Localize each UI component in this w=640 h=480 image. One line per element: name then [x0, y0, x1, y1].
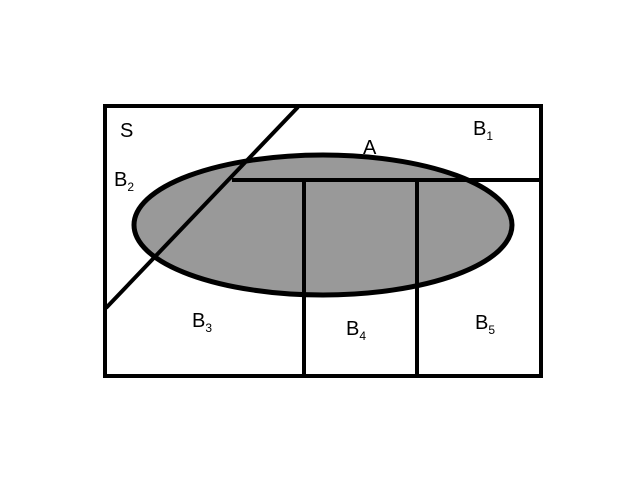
- partition-label-b2: B2: [114, 169, 134, 194]
- partition-label-b5-index: 5: [488, 323, 495, 337]
- partition-label-b4: B4: [346, 318, 366, 343]
- partition-label-b5-letter: B: [475, 312, 488, 334]
- partition-label-b1-index: 1: [486, 129, 493, 143]
- partition-label-b3-index: 3: [205, 321, 212, 335]
- sample-space-box: [103, 104, 543, 378]
- partition-label-b4-index: 4: [359, 329, 366, 343]
- event-a-label: A: [363, 137, 377, 159]
- event-a-ellipse: [131, 152, 515, 298]
- partition-label-b4-letter: B: [346, 318, 359, 340]
- partition-label-b1: B1: [473, 118, 493, 143]
- partition-label-b5: B5: [475, 312, 495, 337]
- partition-label-b3: B3: [192, 310, 212, 335]
- partition-line-diagonal: [104, 105, 300, 310]
- partition-label-b2-index: 2: [127, 180, 134, 194]
- partition-label-b1-letter: B: [473, 118, 486, 140]
- partition-label-b2-letter: B: [114, 169, 127, 191]
- sample-space-label: S: [120, 120, 133, 142]
- partition-label-b3-letter: B: [192, 310, 205, 332]
